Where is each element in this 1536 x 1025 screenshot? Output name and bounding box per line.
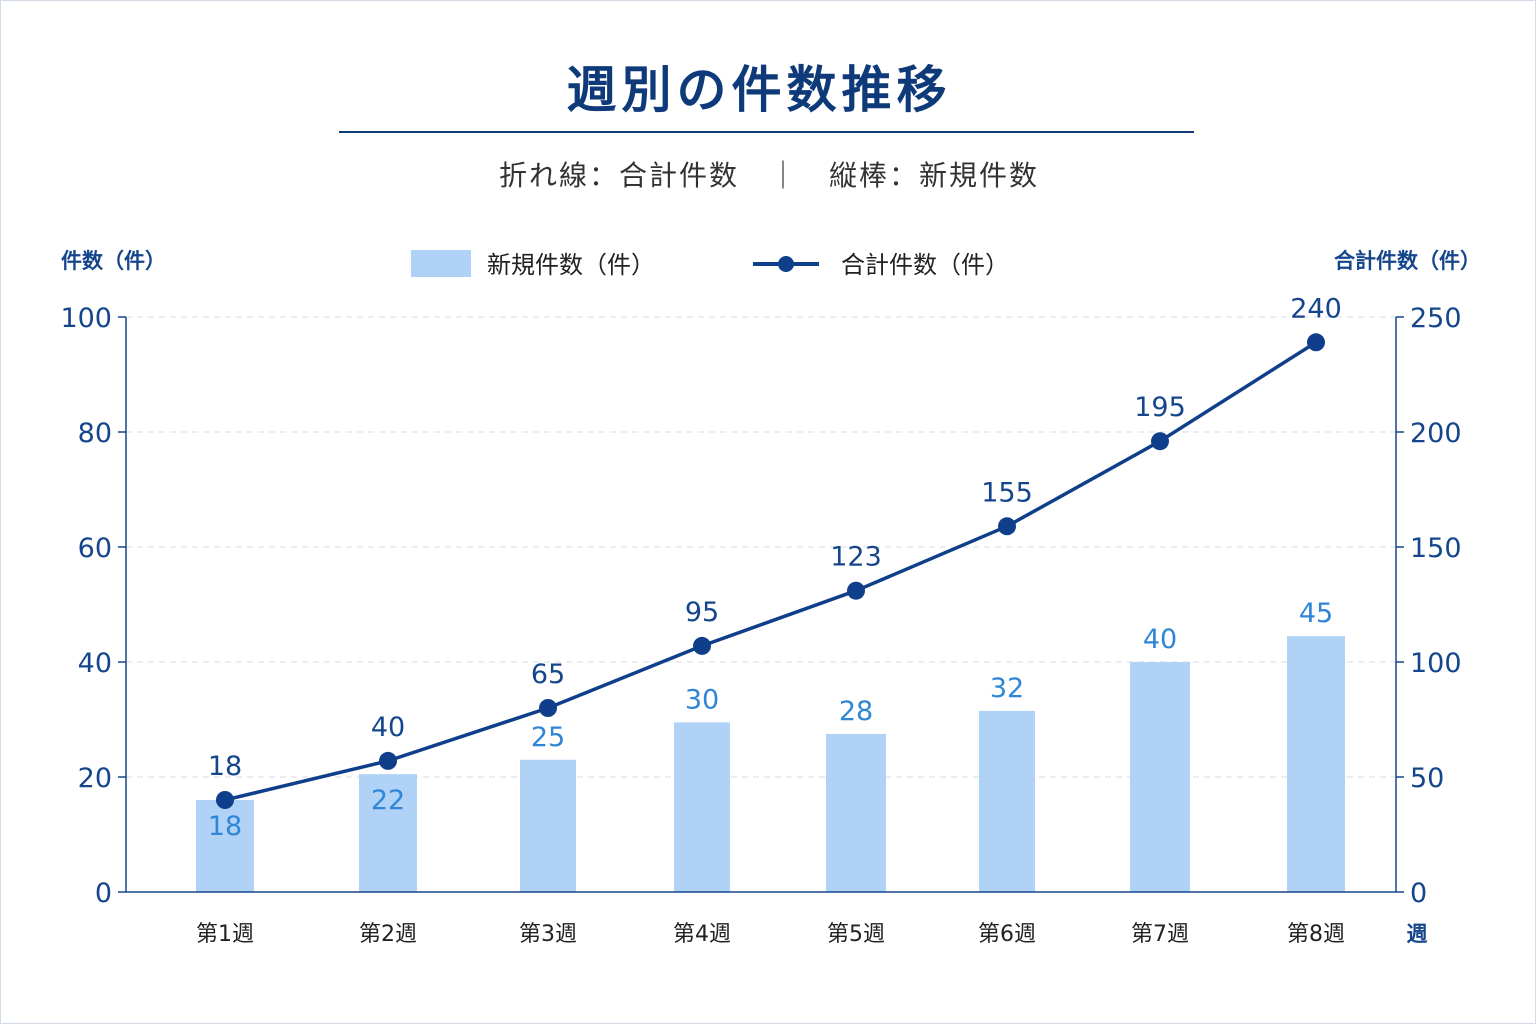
data-labels: 18 22 25 30 28 32 40 45 18 40 65 95 123 155 195 240	[208, 293, 1342, 842]
line-point	[693, 636, 711, 655]
legend-bar-label: 新規件数（件）	[487, 251, 655, 279]
left-tick-label: 100	[60, 303, 112, 334]
line-point	[216, 791, 234, 809]
chart-subtitle: 折れ線：合計件数 ｜ 縦棒：新規件数	[499, 159, 1039, 192]
right-tick-label: 200	[1410, 418, 1462, 449]
line-value-label: 195	[1134, 392, 1186, 423]
x-tick-label: 第1週	[196, 922, 254, 947]
x-tick-label: 第5週	[827, 922, 885, 947]
legend-line-marker	[778, 256, 794, 272]
bar-value-label: 30	[685, 684, 719, 715]
bar	[1130, 662, 1190, 892]
line-value-label: 95	[685, 597, 719, 628]
legend-bar-swatch	[411, 250, 471, 277]
bar-value-label: 40	[1143, 624, 1177, 655]
line-value-label: 155	[981, 477, 1033, 508]
right-axis-title: 合計件数（件）	[1334, 249, 1481, 273]
x-tick-label: 第2週	[359, 922, 417, 947]
bar	[979, 710, 1035, 892]
line-value-label: 123	[830, 542, 882, 573]
bar-value-label: 28	[839, 696, 873, 727]
axes: 0 20 40 60 80 100 0 50 100 150 200 250 第1週 第2週 第3週 第4週 第…	[60, 303, 1461, 947]
x-tick-label: 第3週	[519, 922, 577, 947]
left-tick-label: 40	[78, 648, 112, 679]
bar	[826, 733, 886, 892]
x-tick-label: 第6週	[978, 922, 1036, 947]
line-value-label: 65	[531, 659, 565, 690]
left-axis-title: 件数（件）	[61, 249, 166, 273]
bar	[359, 774, 417, 892]
line-point	[998, 517, 1016, 536]
legend-line-label: 合計件数（件）	[841, 251, 1009, 279]
right-tick-label: 50	[1410, 763, 1444, 794]
right-tick-label: 0	[1410, 878, 1427, 909]
x-tick-label: 第8週	[1287, 922, 1345, 947]
bar	[196, 800, 254, 892]
bar-value-label: 18	[208, 811, 242, 842]
total-line	[224, 340, 1317, 802]
bar-value-label: 22	[371, 785, 405, 816]
chart-title: 週別の件数推移	[567, 61, 952, 119]
left-tick-label: 60	[78, 533, 112, 564]
left-tick-label: 0	[95, 878, 112, 909]
x-tick-label: 第4週	[673, 922, 731, 947]
bar-value-label: 25	[531, 722, 565, 753]
line-point	[1307, 333, 1325, 352]
gridlines	[126, 316, 1396, 778]
bar-value-label: 45	[1299, 598, 1333, 629]
bar	[1287, 636, 1345, 892]
bar	[520, 759, 576, 892]
bar	[674, 722, 730, 892]
line-value-label: 240	[1290, 293, 1342, 324]
right-tick-label: 150	[1410, 533, 1462, 564]
line-point	[379, 751, 397, 770]
x-axis-title: 週	[1407, 922, 1428, 946]
bar-value-label: 32	[990, 673, 1024, 704]
bar-series	[196, 636, 1345, 892]
left-tick-label: 20	[78, 763, 112, 794]
line-series	[216, 333, 1325, 809]
right-tick-label: 100	[1410, 648, 1462, 679]
line-value-label: 40	[371, 712, 405, 743]
line-point	[539, 699, 557, 717]
line-point	[847, 581, 865, 600]
right-tick-label: 250	[1410, 303, 1462, 334]
x-tick-label: 第7週	[1131, 922, 1189, 947]
line-point	[1151, 432, 1169, 451]
line-value-label: 18	[208, 751, 242, 782]
legend: 新規件数（件） 合計件数（件）	[411, 250, 1009, 279]
left-tick-label: 80	[78, 418, 112, 449]
